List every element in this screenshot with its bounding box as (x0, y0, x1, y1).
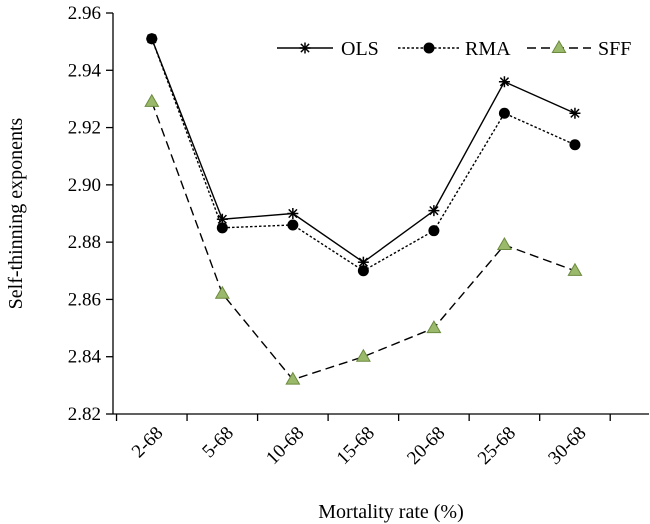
data-point-sff (285, 371, 301, 385)
series-line-rma (151, 38, 576, 272)
y-tick-label: 2.82 (68, 404, 101, 425)
y-tick-label: 2.86 (68, 289, 101, 310)
series-sff (144, 93, 583, 385)
x-tick-label: 20-68 (403, 423, 449, 469)
x-tick-label: 15-68 (333, 423, 379, 469)
data-point-rma (357, 265, 369, 277)
y-ticks: 2.82 2.84 2.86 2.88 2.90 2.92 2.94 2.96 (68, 3, 113, 425)
legend-label: RMA (465, 38, 511, 60)
y-tick-label: 2.92 (68, 118, 101, 139)
legend-marker (551, 39, 567, 54)
x-axis-title: Mortality rate (%) (318, 501, 464, 523)
data-point-ols (287, 208, 299, 219)
data-point-rma (498, 107, 510, 119)
legend-item-sff: SFF (527, 38, 631, 60)
series-rma (146, 33, 581, 277)
data-point-rma (569, 139, 581, 151)
data-point-rma (287, 219, 299, 231)
x-tick-label: 2-68 (128, 423, 167, 462)
legend: OLS RMA SFF (277, 38, 631, 60)
plot-area: 2.82 2.84 2.86 2.88 2.90 2.92 2.94 2.96 2-68 5-6… (68, 3, 649, 469)
data-point-ols (428, 205, 440, 217)
x-tick-label: 25-68 (474, 423, 520, 469)
legend-marker (299, 42, 311, 54)
x-tick-label: 30-68 (544, 423, 590, 469)
legend-marker (423, 42, 435, 54)
data-point-rma (216, 222, 228, 234)
data-point-rma (428, 225, 440, 237)
data-point-ols (357, 256, 369, 268)
legend-label: OLS (341, 38, 379, 60)
x-ticks: 2-68 5-68 10-68 15-68 20-68 25-68 30-68 (115, 414, 611, 469)
x-tick-label: 10-68 (262, 423, 308, 469)
legend-label: SFF (598, 38, 631, 60)
data-point-sff (567, 262, 583, 276)
series-line-sff (151, 101, 576, 381)
data-point-ols (498, 76, 510, 88)
series-group (144, 33, 583, 385)
data-point-sff (496, 237, 512, 251)
legend-item-rma: RMA (398, 38, 511, 60)
legend-item-ols: OLS (277, 38, 379, 60)
y-tick-label: 2.88 (68, 232, 101, 253)
y-tick-label: 2.90 (68, 175, 101, 196)
y-tick-label: 2.94 (68, 60, 102, 81)
data-point-sff (426, 320, 442, 334)
data-point-sff (214, 285, 230, 299)
data-point-rma (146, 33, 158, 45)
series-ols (146, 33, 581, 268)
data-point-sff (144, 93, 160, 107)
y-axis-title: Self-thinning exponents (5, 117, 27, 309)
data-point-sff (355, 348, 371, 362)
y-tick-label: 2.96 (68, 3, 101, 24)
y-tick-label: 2.84 (68, 347, 102, 368)
series-line-ols (151, 38, 576, 264)
data-point-ols (569, 107, 581, 119)
x-tick-label: 5-68 (198, 423, 237, 462)
